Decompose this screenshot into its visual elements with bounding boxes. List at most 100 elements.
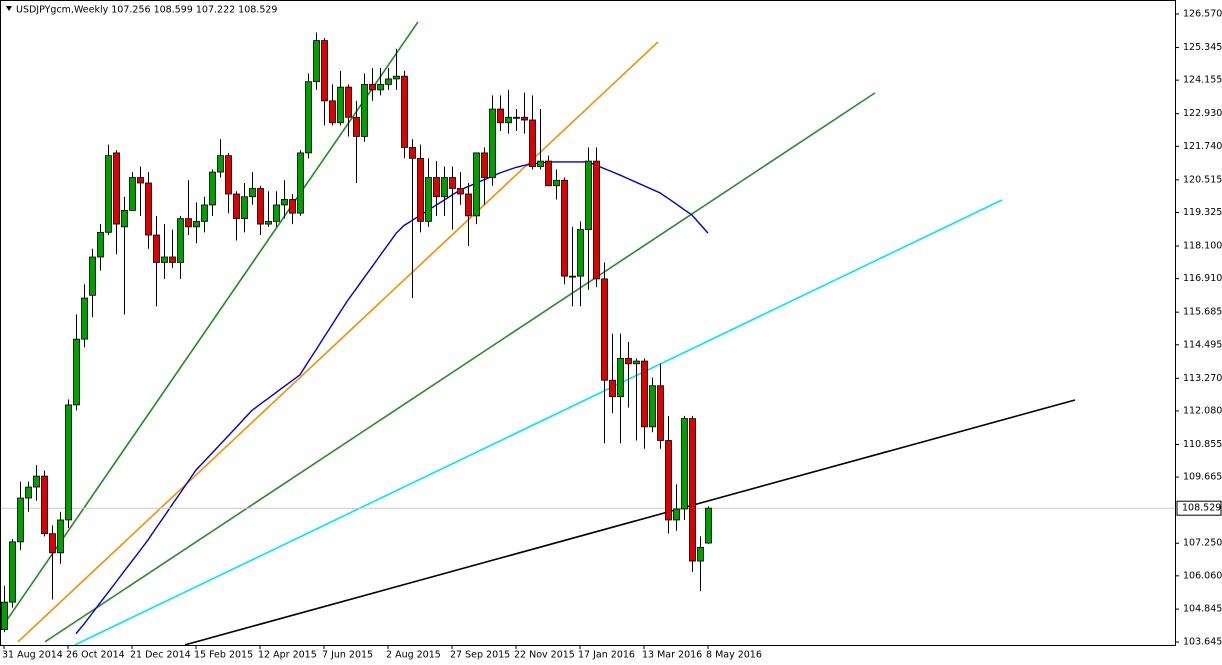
candle-body: [217, 155, 224, 173]
candle-body: [369, 83, 376, 91]
candle-body: [193, 220, 200, 228]
plot-area: [1, 21, 1175, 645]
candle-body: [521, 116, 528, 121]
candle-body: [625, 357, 632, 365]
symbol-icon: [6, 6, 12, 11]
y-tick-label: 119.325: [1183, 207, 1222, 218]
y-tick-label: 124.155: [1183, 75, 1222, 86]
candle-body: [81, 297, 88, 340]
candle-body: [633, 360, 640, 365]
candle-body: [25, 486, 32, 499]
y-tick-label: 115.685: [1183, 307, 1222, 318]
candle-body: [281, 199, 288, 206]
x-tick-label: 17 Jan 2016: [578, 650, 635, 661]
candle-body: [665, 440, 672, 521]
candle-body: [273, 204, 280, 222]
y-tick-label: 109.665: [1183, 472, 1222, 483]
candle-body: [201, 204, 208, 222]
candle-body: [289, 199, 296, 214]
candle-body: [617, 357, 624, 398]
candle-body: [553, 179, 560, 187]
y-tick-label: 122.930: [1183, 108, 1222, 119]
candle-body: [209, 171, 216, 206]
candle-body: [649, 385, 656, 428]
plot-frame: [0, 0, 1176, 646]
x-tick-label: 13 Mar 2016: [642, 650, 702, 661]
candle-body: [569, 275, 576, 278]
candle-body: [265, 220, 272, 225]
candle-body: [153, 234, 160, 263]
trendline: [44, 92, 876, 643]
x-tick-label: 22 Nov 2015: [514, 650, 575, 661]
candle-body: [241, 196, 248, 220]
candle-body: [361, 83, 368, 137]
candle-body: [425, 177, 432, 222]
candle-body: [609, 379, 616, 398]
candle-body: [401, 75, 408, 148]
candle-body: [385, 78, 392, 85]
candle-body: [489, 108, 496, 178]
candle-body: [89, 256, 96, 296]
chart-title: USDJPYgcm,Weekly 107.256 108.599 107.222…: [16, 5, 277, 16]
candle-body: [529, 119, 536, 167]
candle-body: [577, 229, 584, 277]
candle-body: [505, 116, 512, 124]
candle-body: [49, 533, 56, 554]
y-tick-label: 104.845: [1183, 604, 1222, 615]
y-tick-label: 120.515: [1183, 174, 1222, 185]
candle-body: [641, 360, 648, 428]
candle-body: [377, 83, 384, 91]
x-tick-label: 31 Aug 2014: [2, 650, 63, 661]
candle-body: [257, 188, 264, 225]
y-tick-label: 121.740: [1183, 141, 1222, 152]
x-tick-label: 26 Oct 2014: [66, 650, 125, 661]
y-tick-label: 106.060: [1183, 570, 1222, 581]
candle-body: [329, 100, 336, 124]
candle-body: [137, 177, 144, 184]
x-tick-label: 15 Feb 2015: [194, 650, 253, 661]
y-tick-label: 107.250: [1183, 538, 1222, 549]
candle-body: [497, 108, 504, 124]
candle-body: [561, 179, 568, 277]
candle-body: [57, 519, 64, 554]
candle-body: [161, 256, 168, 263]
candle-body: [409, 147, 416, 159]
candle-body: [9, 541, 16, 603]
x-tick-label: 7 Jun 2015: [322, 650, 373, 661]
y-tick-label: 118.100: [1183, 241, 1222, 252]
trendline: [17, 41, 659, 643]
y-tick-label: 112.080: [1183, 405, 1222, 416]
candle-body: [441, 177, 448, 198]
candle-body: [17, 497, 24, 543]
candle-body: [249, 188, 256, 198]
axes: 126.570 125.345 124.155 122.930 121.740 120.5…: [2, 8, 1222, 660]
candle-body: [697, 546, 704, 562]
candle-body: [473, 152, 480, 217]
candle-body: [225, 155, 232, 195]
y-tick-label: 114.495: [1183, 339, 1222, 350]
y-tick-label: 110.855: [1183, 439, 1222, 450]
candle-body: [305, 81, 312, 154]
candle-body: [353, 116, 360, 137]
candle-body: [673, 508, 680, 521]
moving-average: [75, 161, 709, 635]
candle-body: [297, 152, 304, 214]
y-tick-label: 125.345: [1183, 42, 1222, 53]
candle-body: [313, 40, 320, 83]
candle-body: [121, 210, 128, 228]
candle-body: [169, 256, 176, 263]
candle-body: [681, 418, 688, 510]
y-tick-label: 116.910: [1183, 273, 1222, 284]
candle-body: [321, 40, 328, 102]
candle-body: [129, 177, 136, 211]
x-tick-label: 12 Apr 2015: [258, 650, 317, 661]
candle-body: [513, 116, 520, 119]
trendline: [184, 399, 1076, 645]
y-tick-label: 126.570: [1183, 8, 1222, 19]
candle-body: [393, 75, 400, 80]
candle-body: [73, 338, 80, 406]
candle-body: [593, 160, 600, 280]
last-price-box: [1176, 500, 1222, 516]
